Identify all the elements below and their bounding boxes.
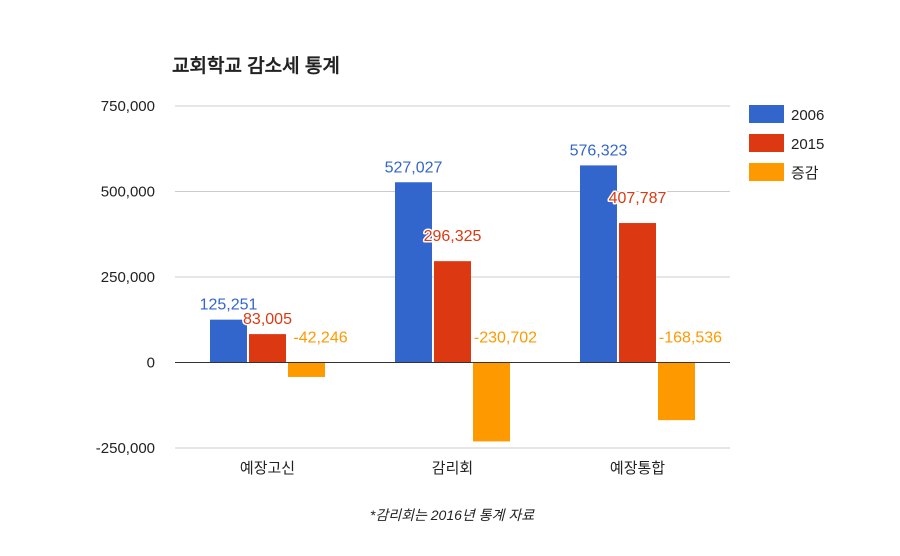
data-label: 576,323 (570, 142, 628, 159)
y-tick-label: 500,000 (101, 184, 155, 201)
legend: 2006 2015 증감 (749, 105, 824, 182)
legend-swatch-2015 (749, 134, 784, 152)
legend-swatch-증감 (749, 163, 784, 181)
data-label: 407,787 (609, 190, 667, 207)
x-category-label: 감리회 (432, 460, 473, 477)
y-tick-label: 250,000 (101, 269, 155, 286)
data-label: 296,325 (424, 228, 482, 245)
x-axis-categories: 예장고신 감리회 예장통합 (240, 460, 665, 477)
bar-증감-0 (288, 362, 325, 377)
legend-swatch-2006 (749, 105, 784, 123)
y-axis-ticks: 750,000 500,000 250,000 0 -250,000 (96, 98, 155, 457)
bar-2015-2 (619, 223, 656, 363)
data-label: 83,005 (243, 311, 292, 328)
y-tick-label: 0 (147, 355, 155, 372)
x-category-label: 예장통합 (610, 460, 665, 477)
bar-2006-0 (210, 319, 247, 363)
data-label: 527,027 (385, 159, 443, 176)
y-tick-label: 750,000 (101, 98, 155, 115)
bar-2006-2 (580, 165, 617, 363)
y-tick-label: -250,000 (96, 440, 155, 457)
data-label: -42,246 (293, 330, 347, 347)
bar-2006-1 (395, 182, 432, 363)
bar-증감-2 (658, 362, 695, 421)
legend-label: 2015 (791, 136, 824, 153)
data-label: -168,536 (659, 330, 722, 347)
legend-label: 2006 (791, 107, 824, 124)
data-label: 125,251 (200, 297, 258, 314)
bar-2015-0 (249, 334, 286, 363)
data-label: -230,702 (474, 330, 537, 347)
bar-2015-1 (434, 261, 471, 363)
chart-title: 교회학교 감소세 통계 (172, 55, 340, 77)
footnote-annotation: *감리회는 2016년 통계 자료 (370, 507, 535, 523)
bars (210, 165, 695, 442)
bar-증감-1 (473, 362, 510, 442)
legend-label: 증감 (791, 165, 819, 182)
x-category-label: 예장고신 (240, 460, 295, 477)
